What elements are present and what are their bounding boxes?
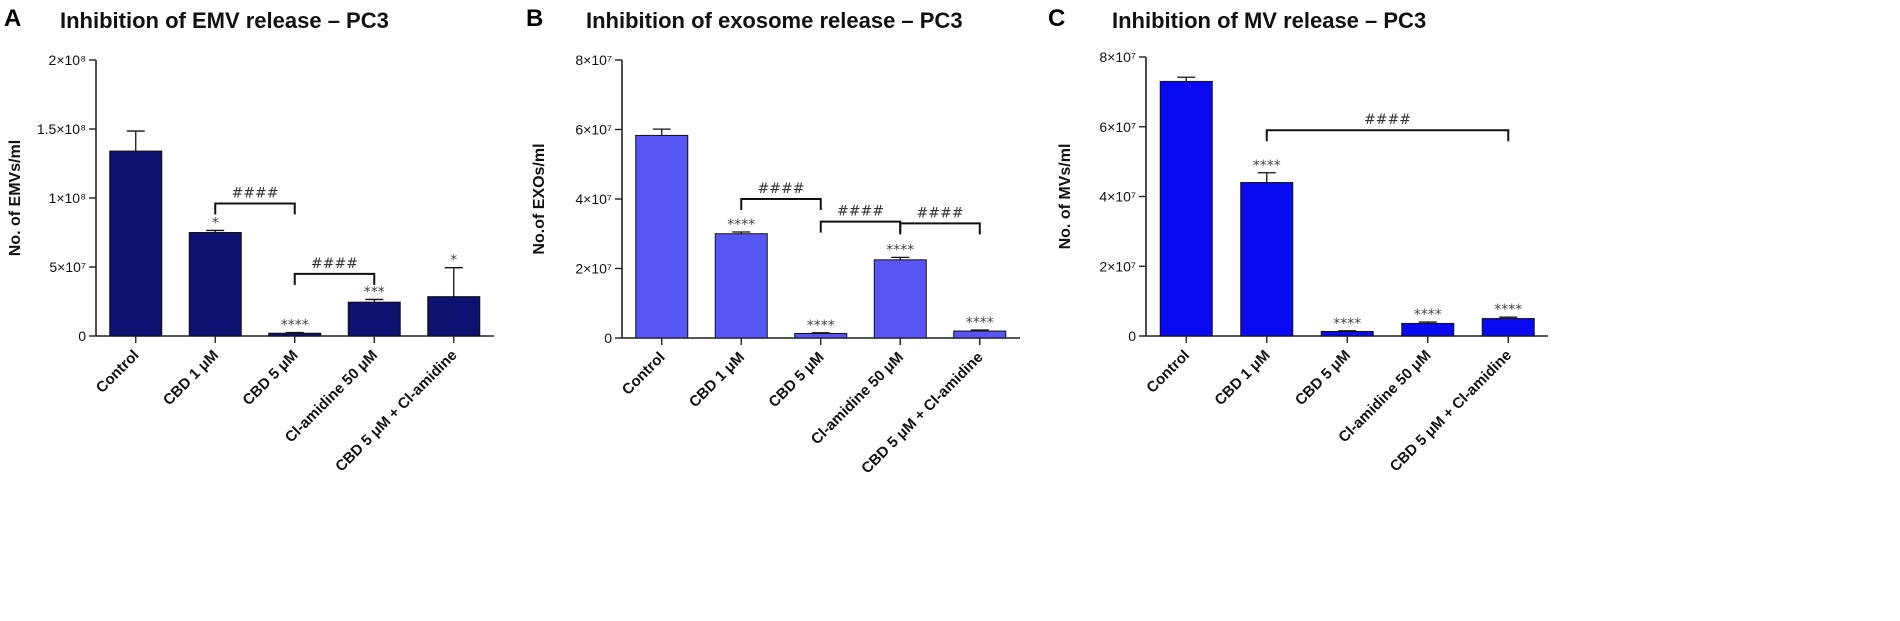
comparison-bracket (1265, 129, 1510, 142)
bracket-label: #### (917, 205, 964, 221)
bar (109, 150, 163, 337)
comparison-bracket (293, 272, 376, 285)
significance-label: **** (807, 318, 835, 334)
y-tick-label: 1.5×10⁸ (37, 121, 86, 137)
bar (714, 233, 768, 339)
bar (1159, 80, 1213, 337)
y-tick-label: 0 (1128, 328, 1136, 344)
y-tick-label: 4×10⁷ (575, 191, 612, 207)
significance-label: **** (1414, 307, 1442, 323)
x-tick-label: CBD 5 μM (1292, 347, 1354, 409)
comparison-bracket (214, 202, 296, 215)
significance-label: **** (281, 318, 309, 334)
y-tick-label: 4×10⁷ (1099, 189, 1136, 205)
x-tick-label: CBD 1 μM (160, 347, 222, 409)
significance-label: **** (886, 242, 914, 258)
x-tick-label: Control (93, 347, 143, 397)
y-tick-label: 2×10⁷ (1099, 258, 1136, 274)
y-axis-label: No. of MVs/ml (1057, 144, 1074, 250)
chart-panel-c: C Inhibition of MV release – PC3 No. of MV… (1048, 5, 1548, 475)
chart-title: Inhibition of EMV release – PC3 (60, 8, 389, 33)
bar (873, 259, 927, 339)
y-axis-label: No. of EMVs/ml (7, 140, 24, 256)
x-tick-label: CBD 5 μM (765, 349, 827, 411)
y-tick-label: 0 (604, 330, 612, 346)
bar (1481, 318, 1535, 337)
y-tick-label: 6×10⁷ (575, 122, 612, 138)
chart-panel-a: A Inhibition of EMV release – PC3 No. of E… (4, 5, 494, 475)
chart-title: Inhibition of exosome release – PC3 (586, 8, 963, 33)
significance-label: **** (727, 217, 755, 233)
y-axis-label: No.of EXOs/ml (531, 143, 548, 254)
bracket-label: #### (232, 186, 279, 202)
bracket-label: #### (311, 256, 358, 272)
bar (188, 232, 242, 337)
significance-label: **** (966, 315, 994, 331)
y-tick-label: 8×10⁷ (1099, 49, 1136, 65)
bracket-label: #### (1364, 112, 1411, 128)
significance-label: **** (1333, 316, 1361, 332)
chart-panel-b: B Inhibition of exosome release – PC3 No.o… (526, 5, 1020, 477)
panel-letter: C (1048, 5, 1065, 32)
x-tick-label: Control (619, 349, 669, 399)
bar (635, 134, 689, 339)
significance-label: **** (1253, 158, 1281, 174)
y-tick-label: 5×10⁷ (49, 259, 86, 275)
bar (1401, 322, 1455, 337)
y-tick-label: 0 (78, 328, 86, 344)
comparison-bracket (899, 222, 981, 235)
y-tick-label: 2×10⁷ (575, 261, 612, 277)
panel-letter: B (526, 5, 543, 32)
bar (953, 330, 1007, 339)
x-tick-label: Control (1143, 347, 1193, 397)
panel-letter: A (4, 5, 21, 32)
bar (1320, 330, 1374, 337)
y-tick-label: 6×10⁷ (1099, 119, 1136, 135)
significance-label: *** (364, 284, 385, 300)
significance-label: **** (1494, 302, 1522, 318)
bracket-label: #### (758, 181, 805, 197)
x-tick-label: CBD 5 μM (239, 347, 301, 409)
comparison-bracket (740, 198, 822, 210)
significance-label: * (450, 253, 457, 269)
bar (347, 301, 401, 337)
bar (1240, 182, 1294, 337)
significance-label: * (212, 215, 219, 231)
y-tick-label: 8×10⁷ (575, 52, 612, 68)
y-tick-label: 1×10⁸ (49, 190, 87, 206)
x-tick-label: CBD 1 μM (686, 349, 748, 411)
bar (427, 296, 481, 337)
bar (794, 332, 848, 339)
bar (268, 332, 322, 337)
x-tick-label: CBD 1 μM (1211, 347, 1273, 409)
bracket-label: #### (837, 204, 884, 220)
y-tick-label: 2×10⁸ (49, 52, 87, 68)
chart-title: Inhibition of MV release – PC3 (1112, 8, 1426, 33)
comparison-bracket (819, 220, 902, 233)
